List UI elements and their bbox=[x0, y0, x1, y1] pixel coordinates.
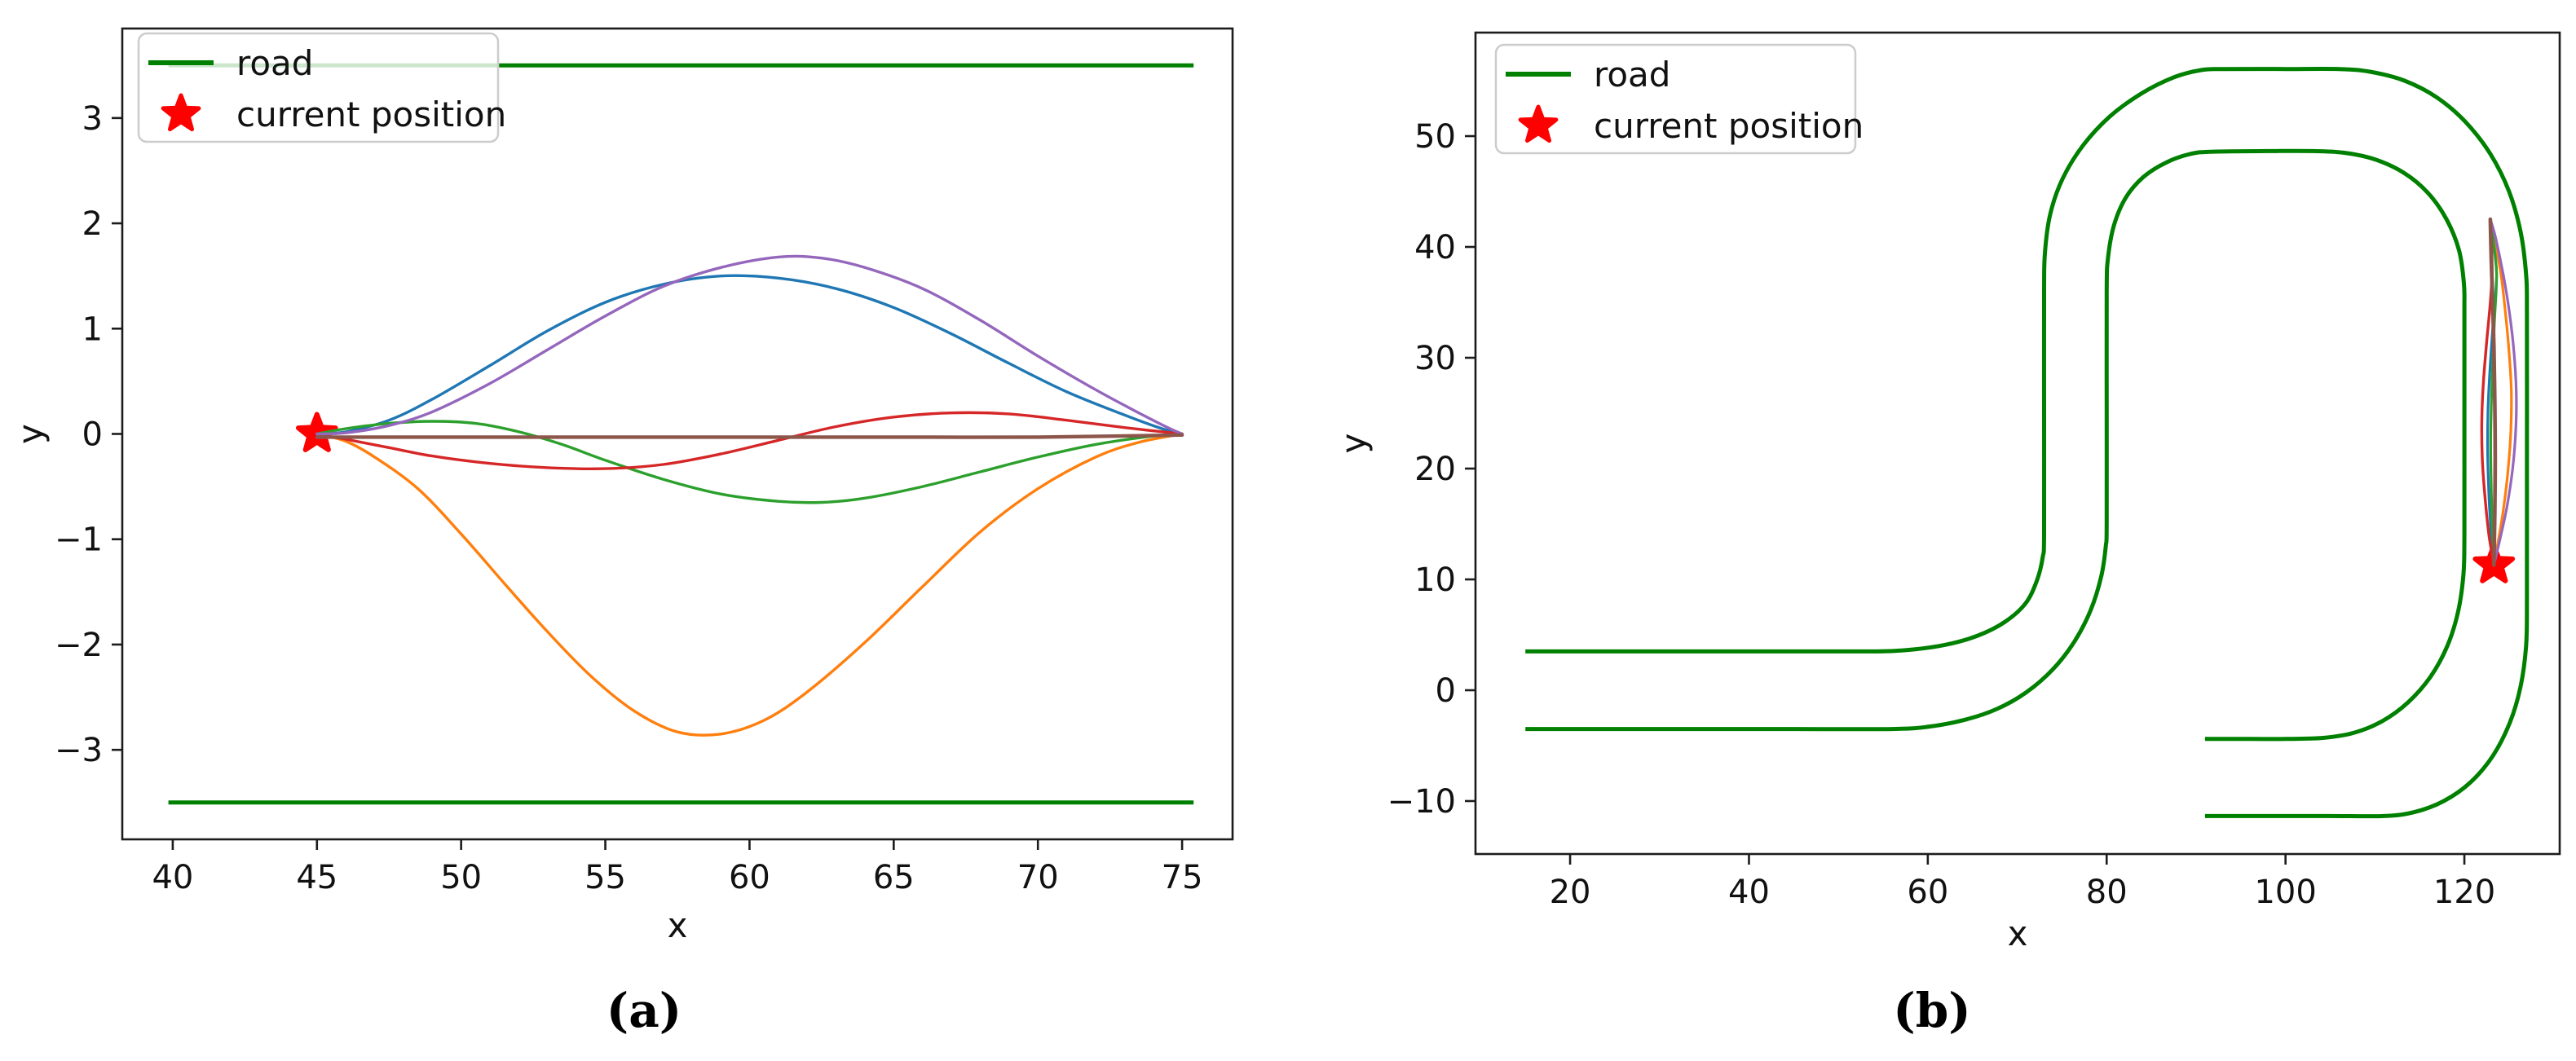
caption-b: (b) bbox=[1893, 983, 1971, 1038]
trajectory-green bbox=[2489, 221, 2499, 566]
x-tick-label: 65 bbox=[873, 859, 915, 896]
y-tick-label: 40 bbox=[1414, 229, 1456, 266]
x-tick-label: 40 bbox=[1728, 874, 1770, 911]
y-tick-label: 2 bbox=[82, 205, 103, 243]
x-tick-label: 40 bbox=[152, 859, 193, 896]
legend-label-current-position: current position bbox=[1594, 106, 1864, 146]
x-tick-label: 20 bbox=[1550, 874, 1591, 911]
y-tick-label: −1 bbox=[55, 522, 103, 559]
y-tick-label: 3 bbox=[82, 100, 103, 138]
y-tick-label: 0 bbox=[1436, 672, 1456, 710]
trajectory-red bbox=[315, 411, 1184, 471]
x-axis-label: x bbox=[2008, 914, 2028, 953]
legend-box bbox=[137, 32, 500, 143]
y-axis-label: y bbox=[11, 424, 51, 444]
x-tick-label: 45 bbox=[296, 859, 337, 896]
trajectory-green bbox=[315, 420, 1184, 504]
y-tick-label: −3 bbox=[55, 732, 103, 769]
y-tick-label: 0 bbox=[82, 416, 103, 454]
axes-spines bbox=[121, 27, 1234, 841]
trajectory-brown bbox=[2488, 217, 2498, 567]
legend-label-road: road bbox=[1594, 55, 1670, 95]
trajectory-blue bbox=[315, 274, 1184, 436]
trajectory-brown bbox=[315, 433, 1184, 439]
legend-star-sample bbox=[1518, 104, 1559, 143]
trajectory-orange bbox=[315, 432, 1184, 737]
legend-label-current-position: current position bbox=[236, 95, 506, 134]
x-tick-label: 100 bbox=[2254, 874, 2316, 911]
trajectory-orange bbox=[2489, 220, 2513, 566]
legend-star-sample bbox=[161, 93, 201, 132]
y-tick-label: 1 bbox=[82, 310, 103, 348]
y-tick-label: 20 bbox=[1414, 451, 1456, 488]
x-tick-label: 70 bbox=[1017, 859, 1059, 896]
current-position-star bbox=[296, 412, 338, 452]
y-tick-label: 30 bbox=[1414, 340, 1456, 377]
y-tick-label: −2 bbox=[55, 627, 103, 664]
legend: road current position bbox=[1494, 43, 1864, 155]
x-tick-label: 75 bbox=[1162, 859, 1203, 896]
y-tick-label: 10 bbox=[1414, 561, 1456, 599]
axes-spines bbox=[1474, 31, 2561, 856]
trajectory-purple bbox=[315, 254, 1184, 436]
y-axis-label: y bbox=[1334, 434, 1374, 454]
x-tick-label: 50 bbox=[440, 859, 482, 896]
panel-a-plot: 40 45 50 55 60 65 70 75 3 2 1 0 −1 −2 −3 x y road current … bbox=[11, 27, 1234, 945]
legend-box bbox=[1494, 43, 1857, 155]
caption-a: (a) bbox=[606, 983, 682, 1038]
y-tick-label: −10 bbox=[1387, 783, 1456, 821]
x-tick-label: 55 bbox=[584, 859, 626, 896]
x-tick-label: 80 bbox=[2086, 874, 2128, 911]
trajectory-purple bbox=[2489, 218, 2518, 566]
panel-b-plot: 20 40 60 80 100 12050403020100−10xyroadcurren… bbox=[1334, 31, 2561, 953]
legend-label-road: road bbox=[236, 43, 313, 83]
x-tick-label: 60 bbox=[729, 859, 770, 896]
x-axis-label: x bbox=[668, 905, 688, 945]
y-tick-label: 50 bbox=[1414, 118, 1456, 156]
x-tick-label: 60 bbox=[1907, 874, 1948, 911]
road-line-road-edge-outer bbox=[1525, 66, 2530, 819]
x-tick-label: 120 bbox=[2433, 874, 2495, 911]
road-line-road-edge-inner bbox=[1525, 148, 2467, 742]
legend: road current position bbox=[137, 32, 506, 143]
